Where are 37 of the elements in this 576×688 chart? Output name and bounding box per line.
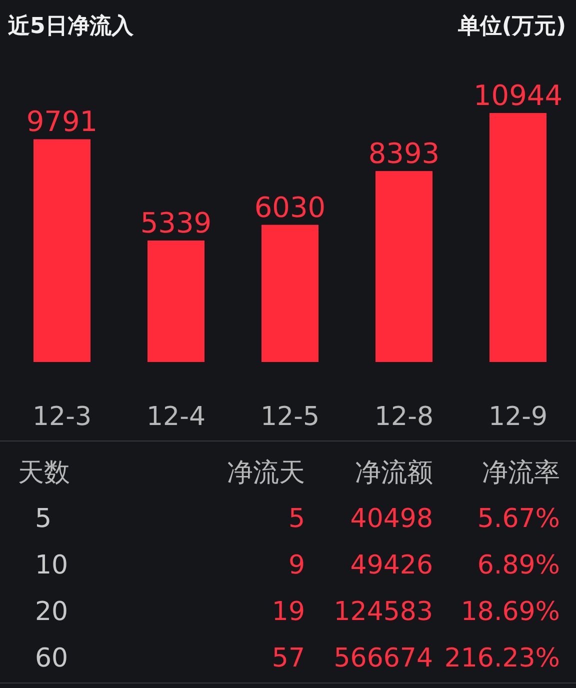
- x-tick-label: 12-5: [260, 402, 320, 432]
- data-label: 5339: [140, 206, 212, 240]
- chart-subtitle: 单位(万元): [456, 14, 566, 39]
- data-label: 8393: [368, 137, 440, 170]
- text: 净流额: [355, 458, 433, 488]
- bar: [148, 240, 204, 362]
- text: 5: [35, 504, 52, 534]
- text: 9: [288, 550, 305, 580]
- text: 40498: [350, 504, 433, 534]
- bar: [376, 171, 432, 362]
- text: 5: [288, 504, 305, 534]
- text: 5.67%: [477, 504, 560, 534]
- text: 216.23%: [444, 644, 560, 674]
- text: 净流率: [482, 458, 560, 488]
- bar: [262, 224, 318, 362]
- data-label: 9791: [26, 105, 98, 138]
- text: 124583: [334, 597, 433, 627]
- chart-title: 近5日净流入: [7, 13, 134, 39]
- x-tick-label: 12-3: [32, 402, 92, 432]
- x-tick-label: 12-8: [374, 402, 434, 432]
- x-tick-label: 12-9: [488, 402, 548, 432]
- text: 57: [272, 644, 305, 674]
- text: 6.89%: [477, 550, 560, 580]
- text: 566674: [334, 644, 433, 674]
- text: 60: [35, 644, 68, 674]
- text: 18.69%: [460, 597, 560, 627]
- text: 天数: [18, 458, 70, 488]
- text: 19: [272, 597, 305, 627]
- text: 10: [35, 550, 68, 580]
- text: 49426: [350, 550, 433, 580]
- bar: [34, 139, 90, 362]
- data-label: 10944: [473, 79, 563, 112]
- text: 20: [35, 597, 68, 627]
- bar: [490, 113, 546, 362]
- text: 净流天: [227, 458, 305, 488]
- x-tick-label: 12-4: [146, 402, 206, 432]
- data-label: 6030: [254, 190, 326, 224]
